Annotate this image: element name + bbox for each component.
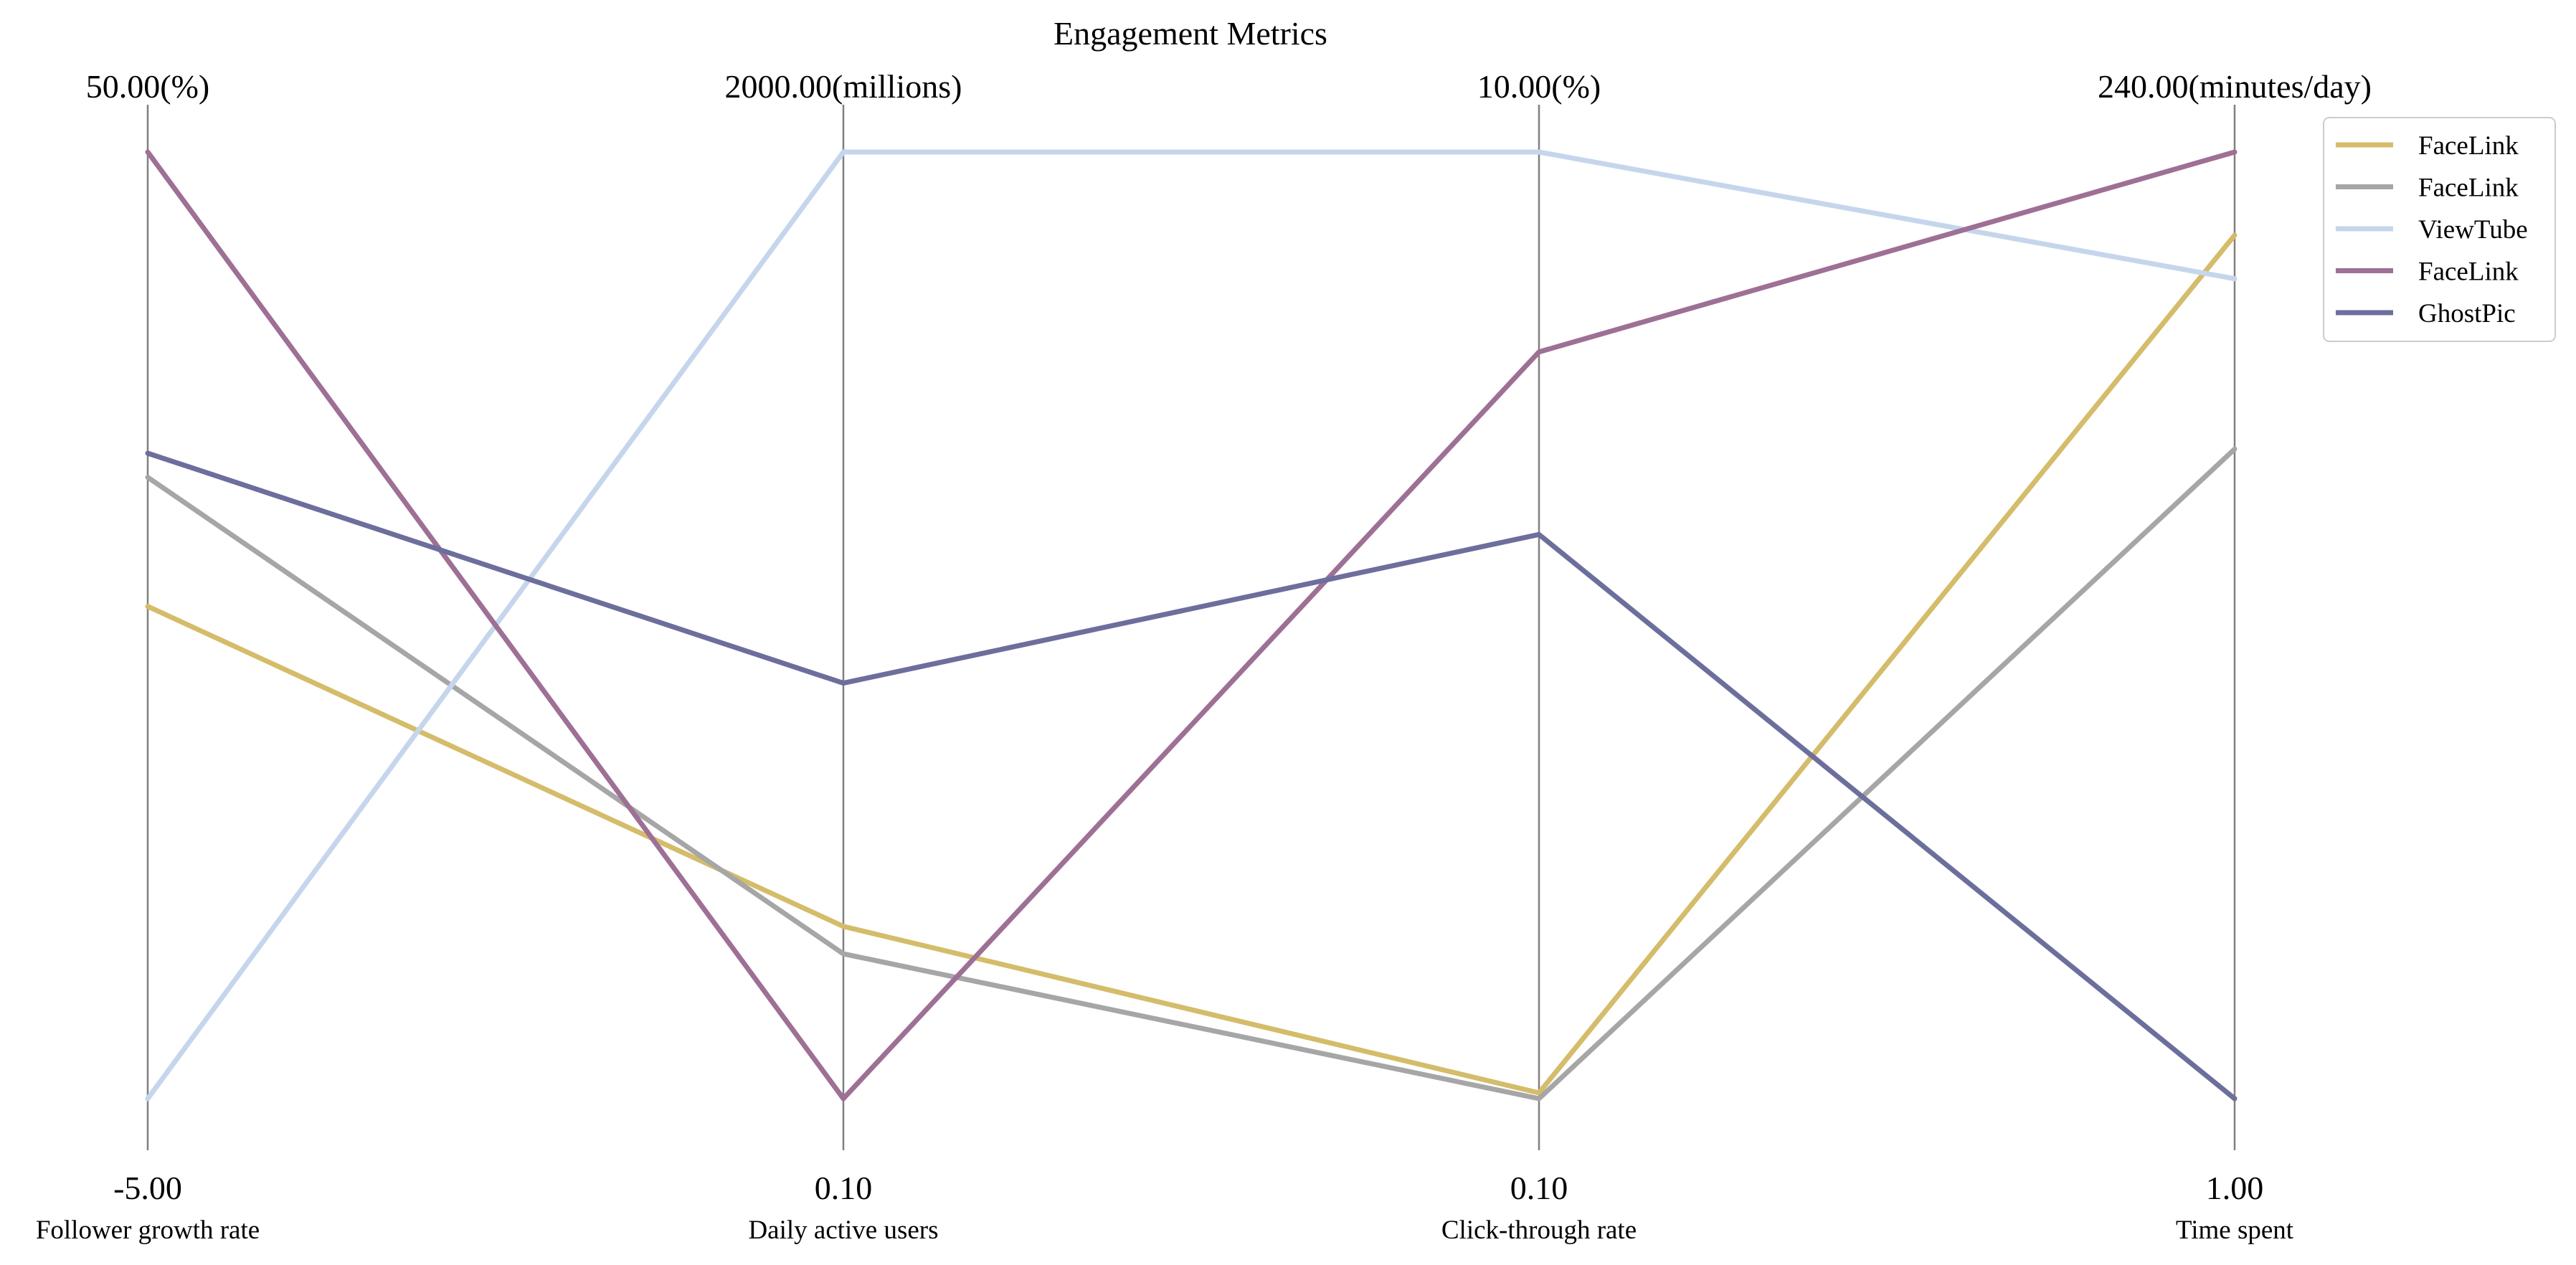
axis-max-label-follower-growth-rate: 50.00(%) [86, 68, 209, 105]
legend-items: FaceLink FaceLink ViewTube FaceLink GhostPic [2336, 131, 2528, 328]
series-line-facelink-4 [145, 149, 2238, 1101]
axis-max-label-time-spent: 240.00(minutes/day) [2098, 68, 2372, 105]
axis-min-label-time-spent: 1.00 [2206, 1170, 2264, 1206]
axis-min-label-daily-active-users: 0.10 [815, 1170, 873, 1206]
legend: FaceLink FaceLink ViewTube FaceLink GhostPic [2323, 117, 2556, 342]
series-lines-layer [145, 149, 2238, 1101]
legend-label-ghostpic-5: GhostPic [2418, 299, 2516, 328]
legend-label-facelink-1: FaceLink [2418, 131, 2519, 161]
series-line-facelink-1 [145, 232, 2238, 1096]
axis-max-label-daily-active-users: 2000.00(millions) [725, 68, 962, 105]
axis-min-label-follower-growth-rate: -5.00 [113, 1170, 182, 1206]
axis-title-follower-growth-rate: Follower growth rate [36, 1216, 260, 1245]
chart-title: Engagement Metrics [1053, 15, 1327, 52]
series-line-viewtube-3 [145, 149, 2238, 1101]
series-line-ghostpic-5 [145, 450, 2238, 1101]
axis-title-daily-active-users: Daily active users [748, 1216, 938, 1245]
axis-min-label-click-through-rate: 0.10 [1510, 1170, 1568, 1206]
legend-label-facelink-4: FaceLink [2418, 257, 2519, 287]
legend-label-facelink-2: FaceLink [2418, 174, 2519, 203]
axes-layer: 50.00(%) -5.00 Follower growth rate 2000.00… [36, 68, 2372, 1245]
axis-title-click-through-rate: Click-through rate [1441, 1216, 1637, 1245]
series-line-facelink-2 [145, 446, 2238, 1101]
legend-label-viewtube-3: ViewTube [2418, 215, 2528, 245]
legend-frame [2323, 117, 2556, 342]
axis-max-label-click-through-rate: 10.00(%) [1477, 68, 1601, 105]
axis-title-time-spent: Time spent [2176, 1216, 2294, 1245]
